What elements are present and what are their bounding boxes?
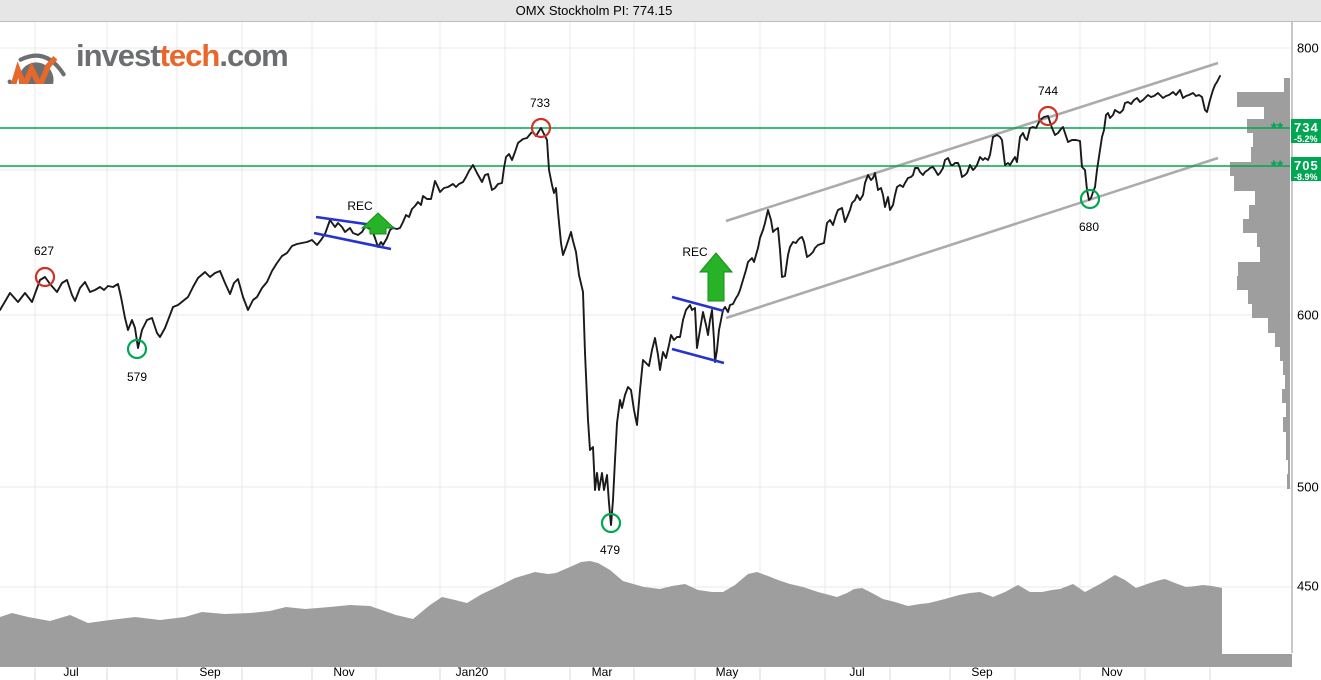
- price-line: [0, 75, 1221, 526]
- x-axis-label: Nov: [333, 665, 354, 679]
- investtech-logo: investtech.com: [6, 28, 289, 84]
- bottom-marker-circle: [1079, 188, 1101, 210]
- formation-trendline: [313, 231, 392, 251]
- wordmark-invest: invest: [76, 38, 161, 73]
- wordmark-dotcom: .com: [219, 38, 288, 73]
- price-volume-bar: [1255, 191, 1290, 205]
- price-volume-bar: [1283, 417, 1290, 432]
- y-axis-label: 450: [1297, 579, 1319, 594]
- support-percent: -8.9%: [1294, 172, 1318, 182]
- top-marker-circle: [1037, 105, 1059, 127]
- price-volume-bar: [1260, 247, 1290, 262]
- price-volume-bar: [1257, 233, 1290, 247]
- extreme-value-label: 744: [1038, 84, 1058, 98]
- top-marker-circle: [34, 266, 56, 288]
- x-axis-label: Sep: [971, 665, 993, 679]
- volume-area: [0, 561, 1222, 667]
- level-marker-asterisks: **: [1271, 121, 1284, 138]
- price-volume-bar: [1287, 474, 1290, 489]
- extreme-value-label: 579: [127, 370, 147, 384]
- price-volume-bar: [1247, 119, 1290, 133]
- price-volume-bar: [1286, 403, 1290, 417]
- formation-trendline: [671, 347, 725, 365]
- x-axis-label: May: [716, 665, 739, 679]
- price-volume-bar: [1282, 389, 1290, 403]
- trend-channel-line: [725, 156, 1219, 320]
- support-value: 705: [1294, 158, 1319, 173]
- rec-label: REC: [682, 245, 708, 259]
- price-volume-bar: [1248, 290, 1290, 304]
- price-volume-bar: [1286, 446, 1290, 460]
- y-axis-label: 500: [1297, 480, 1319, 495]
- price-volume-bar: [1251, 147, 1290, 162]
- top-marker-circle: [530, 117, 552, 139]
- x-axis-label: Sep: [199, 665, 221, 679]
- y-axis-label: 600: [1297, 308, 1319, 323]
- rec-label: REC: [347, 199, 373, 213]
- x-axis-label: Jan20: [456, 665, 489, 679]
- price-volume-bar: [1234, 176, 1290, 191]
- bottom-marker-circle: [600, 512, 622, 534]
- price-volume-bar: [1237, 276, 1290, 290]
- price-volume-bar: [1284, 78, 1290, 92]
- x-axis-label: Jul: [849, 665, 864, 679]
- bottom-marker-circle: [126, 338, 148, 360]
- resistance-percent: -5.2%: [1294, 134, 1318, 144]
- trend-channel-line: [725, 61, 1219, 223]
- support-level-badge: 705 -8.9%: [1291, 157, 1321, 182]
- rec-up-arrow: [698, 252, 734, 302]
- resistance-value: 734: [1294, 120, 1319, 135]
- extreme-value-label: 627: [34, 244, 54, 258]
- price-volume-bar: [1285, 375, 1290, 389]
- price-volume-bar: [1238, 262, 1290, 276]
- price-volume-bar: [1268, 318, 1290, 333]
- x-axis-bar: [0, 654, 1292, 667]
- y-axis-label: 800: [1297, 41, 1319, 56]
- x-axis-label: Nov: [1101, 665, 1122, 679]
- price-volume-bar: [1237, 92, 1290, 107]
- x-axis-label: Jul: [63, 665, 78, 679]
- price-volume-bar: [1253, 133, 1290, 147]
- price-volume-bar: [1275, 333, 1290, 347]
- x-axis-label: Mar: [592, 665, 613, 679]
- formation-trendline: [671, 295, 725, 313]
- extreme-value-label: 479: [600, 543, 620, 557]
- title-bar: OMX Stockholm PI: 774.15: [0, 0, 1321, 22]
- investtech-wordmark: investtech.com: [76, 38, 289, 74]
- level-marker-asterisks: **: [1271, 159, 1284, 176]
- price-volume-bar: [1252, 304, 1290, 318]
- wordmark-tech: tech: [159, 38, 221, 73]
- price-volume-bar: [1283, 361, 1290, 375]
- price-volume-bar: [1288, 460, 1290, 474]
- extreme-value-label: 680: [1079, 220, 1099, 234]
- chart-title: OMX Stockholm PI: 774.15: [515, 3, 673, 18]
- price-volume-bar: [1286, 432, 1290, 446]
- resistance-level-badge: 734 -5.2%: [1291, 119, 1321, 144]
- price-volume-bar: [1249, 205, 1290, 219]
- investtech-logo-icon: [7, 53, 66, 84]
- rec-up-arrow: [360, 212, 396, 235]
- price-volume-bar: [1264, 107, 1290, 119]
- price-volume-bar: [1280, 347, 1290, 361]
- price-volume-bar: [1243, 219, 1290, 233]
- extreme-value-label: 733: [530, 96, 550, 110]
